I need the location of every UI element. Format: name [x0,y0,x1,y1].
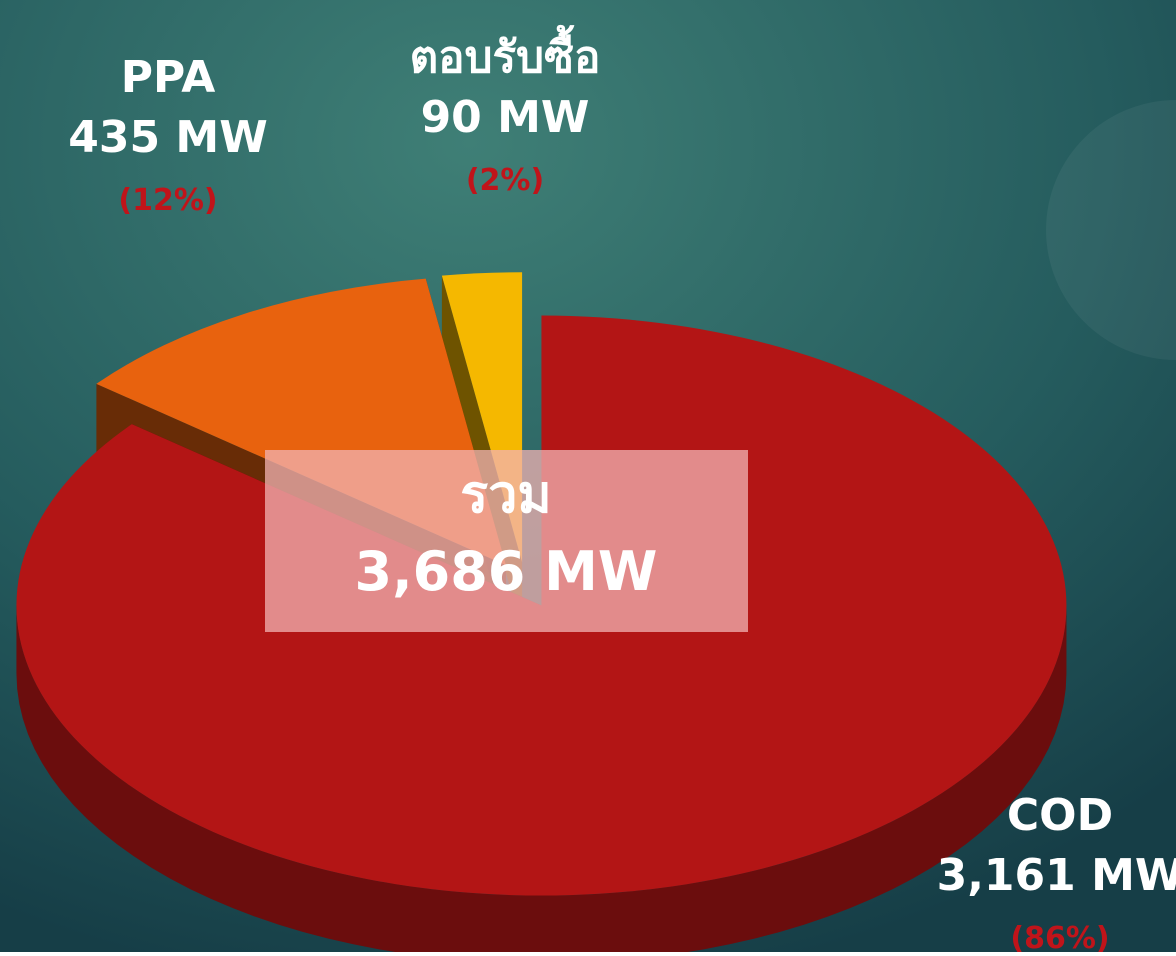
value-label: 435 MW [68,112,267,163]
category-label: PPA [121,52,216,103]
percent-label: (86%) [1010,921,1109,952]
percent-label: (2%) [466,163,544,198]
total-title: รวม [460,465,551,525]
category-label: COD [1007,790,1113,841]
total-box [265,450,748,632]
slice-side [16,605,1067,956]
decor [1046,100,1176,360]
total-label: 3,686 MW [355,540,658,603]
percent-label: (12%) [118,183,217,218]
category-label: ตอบรับซื้อ [410,24,601,83]
labels: COD 3,161 MW (86%) PPA 435 MW (12%) ตอบรับซื้อ… [68,24,1176,956]
value-label: 90 MW [421,92,590,143]
value-label: 3,161 MW [937,850,1176,901]
